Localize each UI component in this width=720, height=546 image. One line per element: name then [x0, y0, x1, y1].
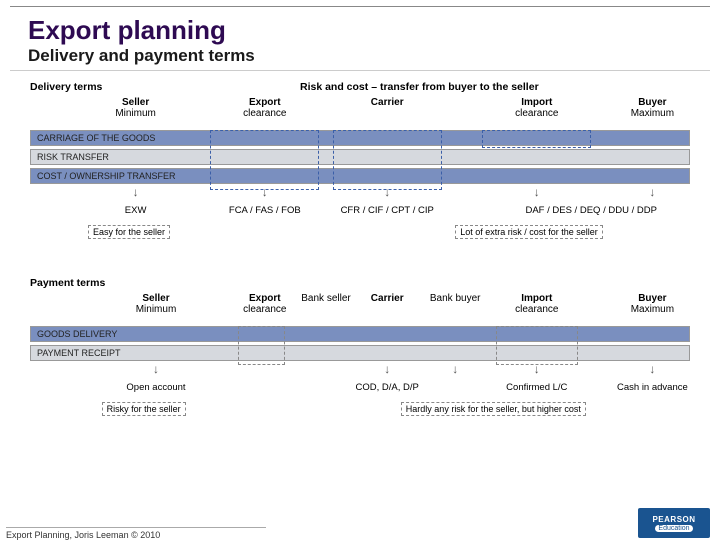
delivery-terms-diagram: SellerMinimum Exportclearance Carrier Impor…	[20, 97, 700, 245]
column-header: Importclearance	[515, 293, 558, 315]
transfer-bar: PAYMENT RECEIPT	[30, 345, 690, 361]
down-arrow-icon: ↓	[452, 362, 458, 376]
page-subtitle: Delivery and payment terms	[28, 46, 692, 66]
incoterm-code: COD, D/A, D/P	[356, 382, 419, 393]
incoterm-code: DAF / DES / DEQ / DDU / DDP	[525, 205, 656, 216]
section1-label-right: Risk and cost – transfer from buyer to t…	[300, 81, 720, 93]
column-header: Carrier	[371, 97, 404, 108]
brand-bottom: Education	[655, 525, 692, 532]
page-title: Export planning	[28, 15, 692, 46]
section2-column-headers: SellerMinimum Exportclearance Bank seller C…	[20, 293, 700, 323]
section1-notes: Easy for the seller Lot of extra risk / c…	[20, 225, 700, 245]
section2-label-left: Payment terms	[0, 277, 300, 289]
section2-labels: Payment terms	[0, 267, 720, 293]
transfer-bar: CARRIAGE OF THE GOODS	[30, 130, 690, 146]
section2-arrows: ↓ ↓ ↓ ↓ ↓	[20, 364, 700, 382]
incoterm-code: EXW	[125, 205, 147, 216]
transfer-bar: COST / OWNERSHIP TRANSFER	[30, 168, 690, 184]
publisher-logo: PEARSON Education	[638, 508, 710, 538]
column-header: SellerMinimum	[115, 97, 156, 119]
section1-codes: EXW FCA / FAS / FOB CFR / CIF / CPT / CIP D…	[20, 205, 700, 221]
incoterm-code: FCA / FAS / FOB	[229, 205, 301, 216]
column-header: BuyerMaximum	[631, 97, 674, 119]
incoterm-code: CFR / CIF / CPT / CIP	[341, 205, 434, 216]
column-header: Bank buyer	[430, 293, 481, 304]
down-arrow-icon: ↓	[133, 185, 139, 199]
annotation-note: Easy for the seller	[88, 225, 170, 239]
column-header: Carrier	[371, 293, 404, 304]
column-header: Bank seller	[301, 293, 350, 304]
section2-codes: Open account COD, D/A, D/P Confirmed L/C Ca…	[20, 382, 700, 398]
footer-credit: Export Planning, Joris Leeman © 2010	[6, 527, 266, 540]
footer-text: Export Planning, Joris Leeman © 2010	[6, 530, 160, 540]
column-header: BuyerMaximum	[631, 293, 674, 315]
section1-labels: Delivery terms Risk and cost – transfer …	[0, 71, 720, 97]
down-arrow-icon: ↓	[534, 185, 540, 199]
column-header: Importclearance	[515, 97, 558, 119]
incoterm-code: Cash in advance	[617, 382, 688, 393]
section1-arrows: ↓ ↓ ↓ ↓ ↓	[20, 187, 700, 205]
column-header: Exportclearance	[243, 293, 286, 315]
column-header: SellerMinimum	[136, 293, 177, 315]
incoterm-code: Open account	[126, 382, 185, 393]
transfer-bar: GOODS DELIVERY	[30, 326, 690, 342]
section1-bars: CARRIAGE OF THE GOODS RISK TRANSFER COST /…	[20, 130, 700, 184]
annotation-note: Risky for the seller	[102, 402, 186, 416]
down-arrow-icon: ↓	[153, 362, 159, 376]
brand-top: PEARSON	[638, 515, 710, 524]
slide-header: Export planning Delivery and payment ter…	[10, 6, 710, 71]
incoterm-code: Confirmed L/C	[506, 382, 567, 393]
down-arrow-icon: ↓	[534, 362, 540, 376]
section2-notes: Risky for the seller Hardly any risk for …	[20, 402, 700, 422]
down-arrow-icon: ↓	[384, 185, 390, 199]
down-arrow-icon: ↓	[649, 185, 655, 199]
down-arrow-icon: ↓	[262, 185, 268, 199]
transfer-bar: RISK TRANSFER	[30, 149, 690, 165]
section1-label-left: Delivery terms	[0, 81, 300, 93]
annotation-note: Lot of extra risk / cost for the seller	[455, 225, 603, 239]
down-arrow-icon: ↓	[384, 362, 390, 376]
column-header: Exportclearance	[243, 97, 286, 119]
section2-bars: GOODS DELIVERY PAYMENT RECEIPT	[20, 326, 700, 361]
down-arrow-icon: ↓	[649, 362, 655, 376]
section1-column-headers: SellerMinimum Exportclearance Carrier Impor…	[20, 97, 700, 127]
annotation-note: Hardly any risk for the seller, but high…	[401, 402, 586, 416]
payment-terms-diagram: SellerMinimum Exportclearance Bank seller C…	[20, 293, 700, 422]
